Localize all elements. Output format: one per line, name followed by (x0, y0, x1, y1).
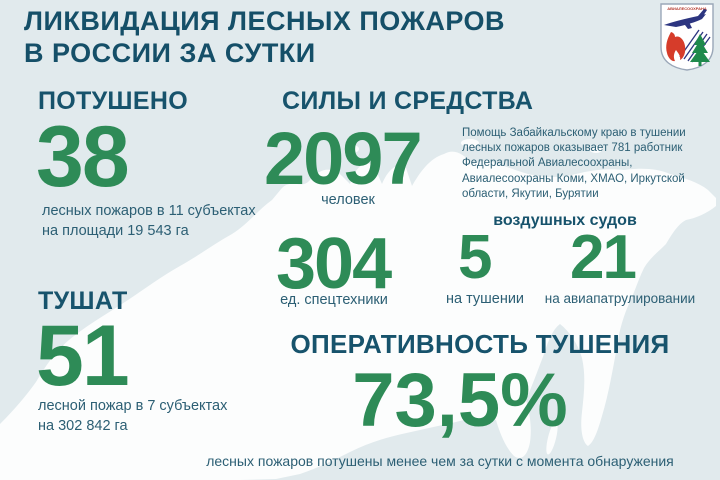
extinguished-caption-line1: лесных пожаров в 11 субъектах (42, 203, 256, 219)
active-caption: лесной пожар в 7 субъектах на 302 842 га (38, 397, 227, 436)
efficiency-value: 73,5% (352, 358, 568, 443)
logo-flame-icon (666, 32, 686, 62)
efficiency-heading: ОПЕРАТИВНОСТЬ ТУШЕНИЯ (290, 329, 670, 359)
active-heading: ТУШАТ (38, 287, 128, 315)
personnel-label: человек (321, 192, 375, 208)
aircraft-suppression-label: на тушении (445, 291, 525, 307)
logo-plane-icon (664, 9, 707, 29)
page-title-line1: ЛИКВИДАЦИЯ ЛЕСНЫХ ПОЖАРОВ (24, 6, 506, 36)
personnel-value: 2097 (264, 117, 423, 200)
extinguished-heading: ПОТУШЕНО (38, 87, 188, 115)
page-title-line2: В РОССИИ ЗА СУТКИ (24, 38, 316, 69)
active-value: 51 (36, 308, 130, 404)
active-caption-line2: на 302 842 га (38, 417, 128, 434)
extinguished-value: 38 (36, 109, 130, 205)
aircraft-heading: воздушных судов (493, 212, 637, 229)
equipment-label: ед. спецтехники (280, 292, 388, 308)
logo-tree-icon (690, 34, 710, 66)
avialesookhrana-logo: АВИАЛЕСООХРАНА (660, 3, 714, 71)
active-caption-line1: лесной пожар в 7 субъектах (38, 398, 228, 414)
extinguished-caption: лесных пожаров в 11 субъектах на площади… (42, 202, 256, 241)
aircraft-suppression-value: 5 (458, 223, 493, 292)
equipment-value: 304 (276, 224, 392, 304)
aircraft-patrol-value: 21 (570, 223, 637, 292)
zabaykalsky-help-note: Помощь Забайкальскому краю в тушении лес… (462, 127, 686, 200)
logo-text: АВИАЛЕСООХРАНА (667, 6, 707, 11)
efficiency-caption: лесных пожаров потушены менее чем за сут… (206, 453, 674, 469)
page-title: ЛИКВИДАЦИЯ ЛЕСНЫХ ПОЖАРОВ В РОССИИ ЗА СУ… (24, 5, 505, 70)
extinguished-caption-line2: на площади 19 543 га (42, 222, 189, 239)
aircraft-patrol-label: на авиапатрулировании (544, 291, 696, 306)
forces-heading: СИЛЫ И СРЕДСТВА (282, 87, 534, 115)
